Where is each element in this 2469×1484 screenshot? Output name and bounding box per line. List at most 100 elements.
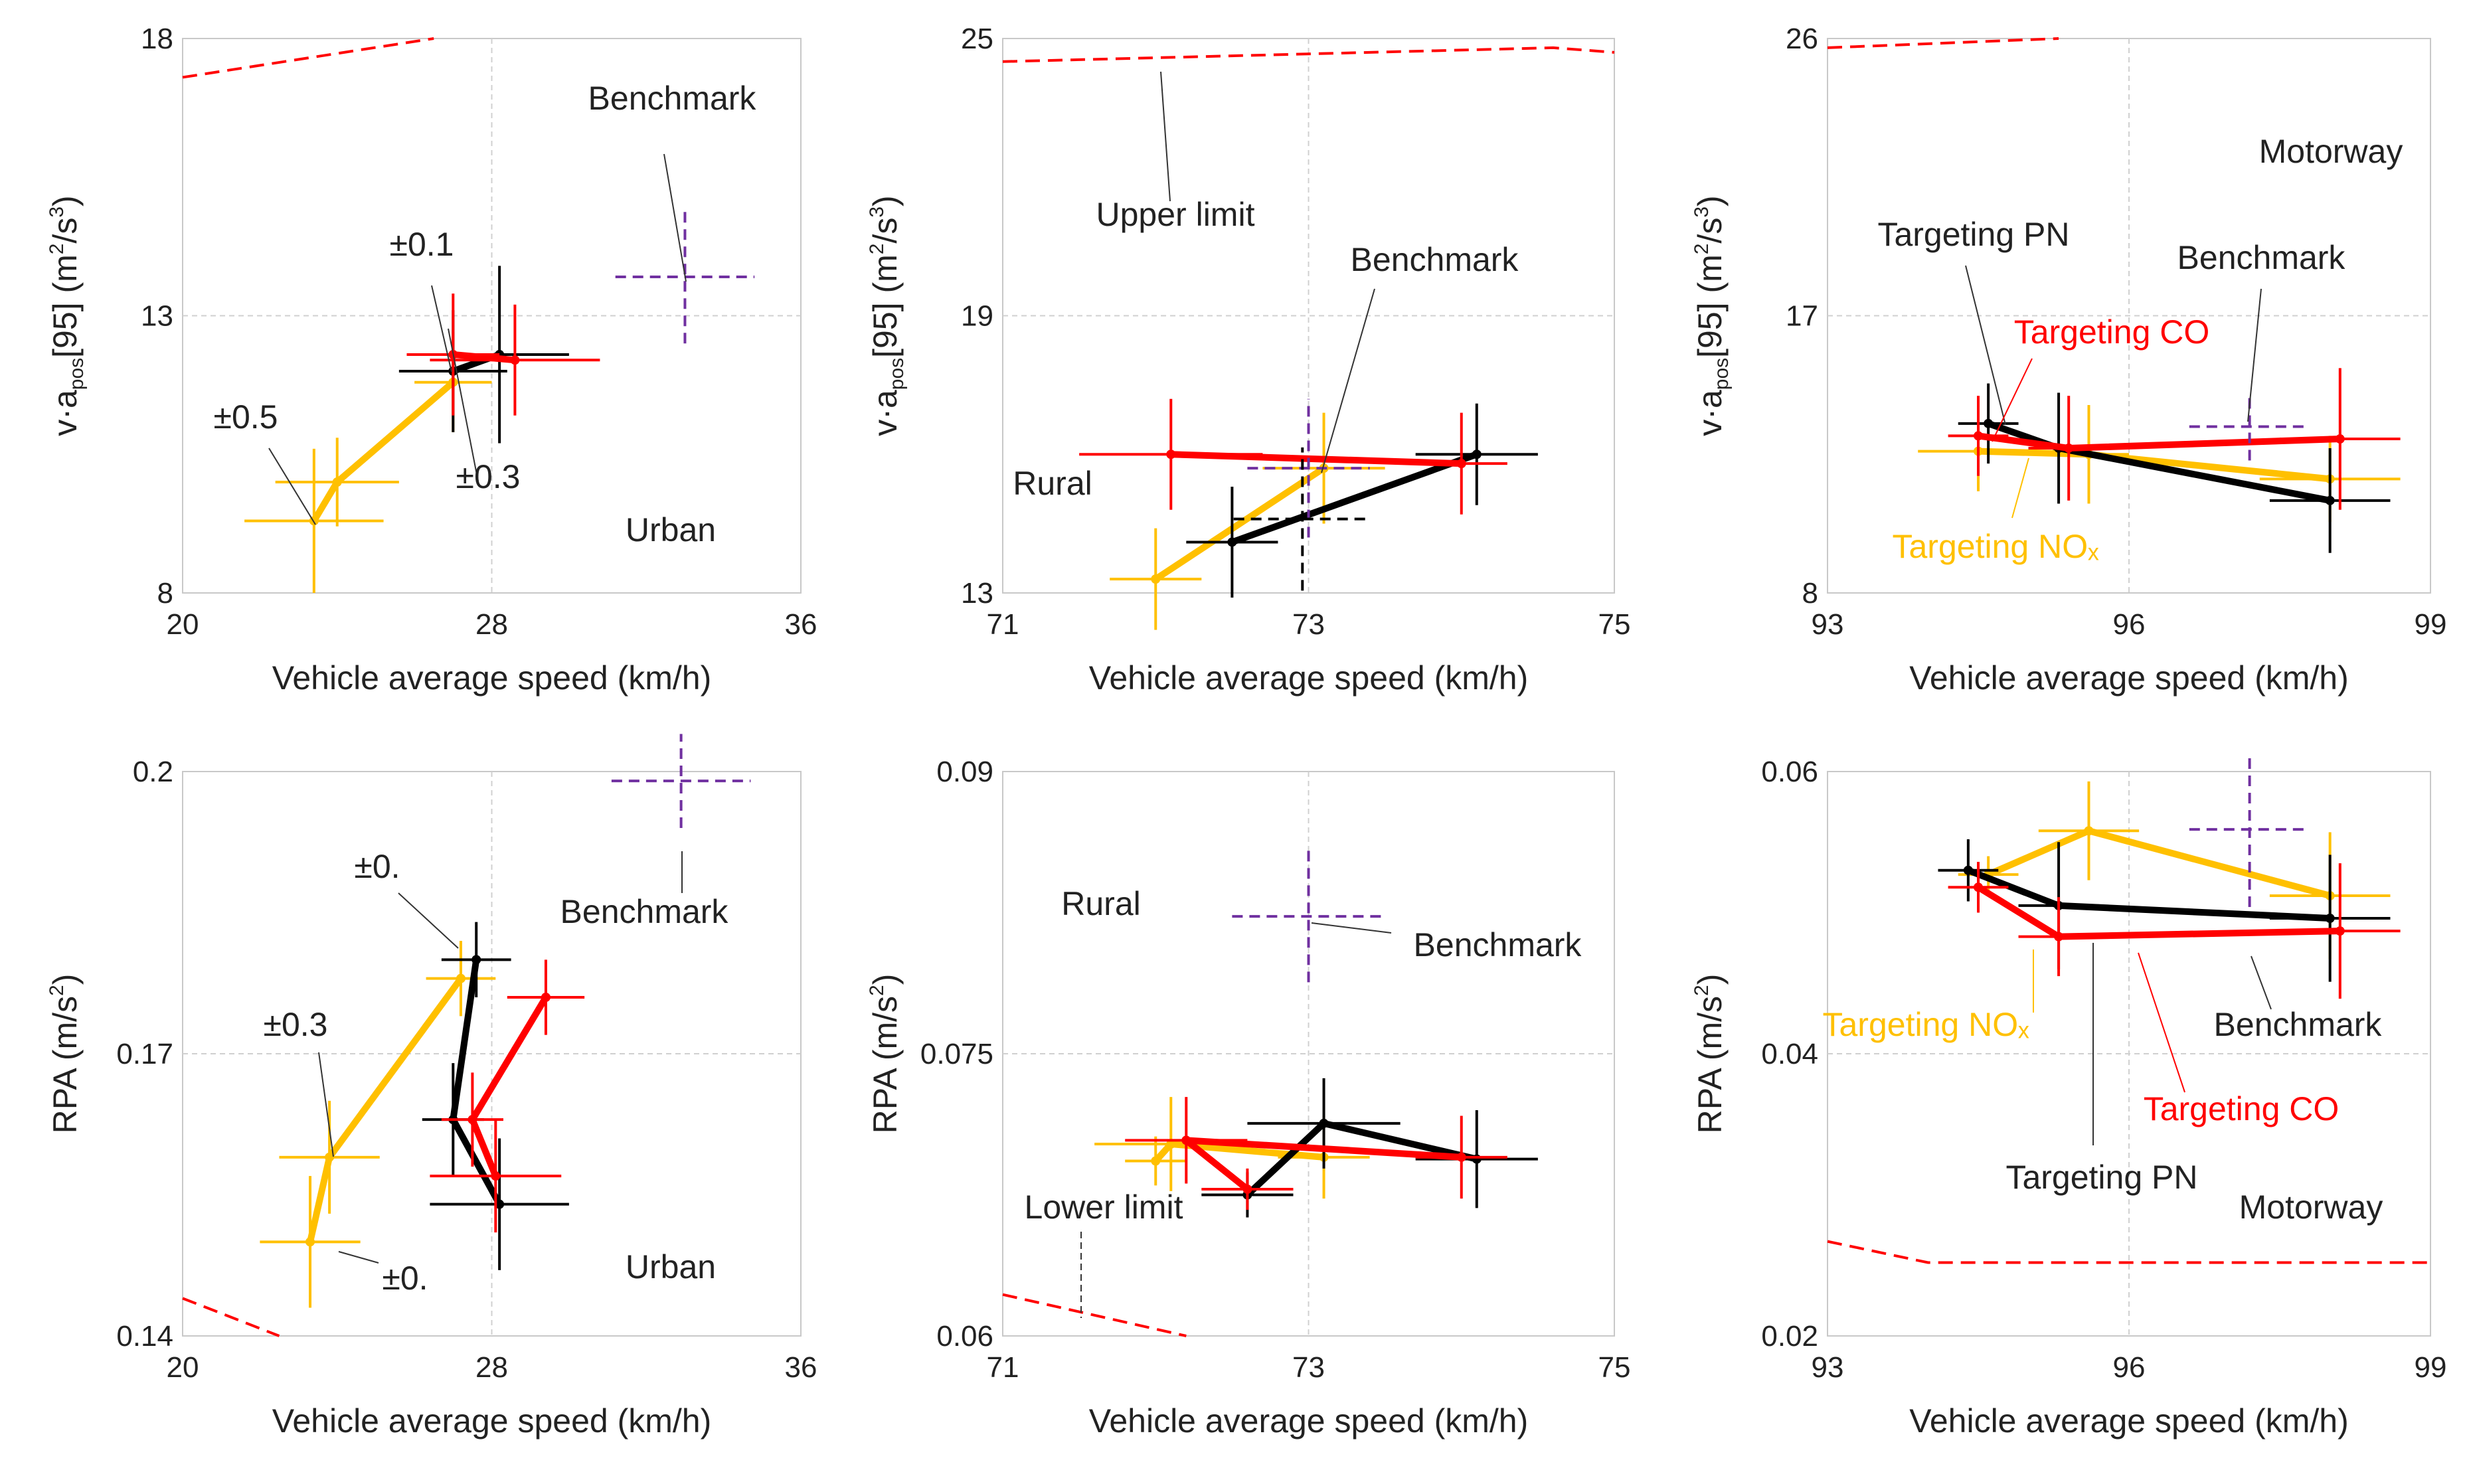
annotation-label: Targeting PN	[2005, 1159, 2197, 1196]
data-point	[1963, 865, 1973, 875]
y-tick-label: 0.04	[1761, 1038, 1818, 1070]
x-tick-label: 99	[2415, 1351, 2447, 1384]
annotation-leader	[431, 285, 452, 372]
annotation-label: Benchmark	[1351, 241, 1519, 278]
x-axis-label: Vehicle average speed (km/h)	[1909, 1402, 2348, 1440]
data-point	[541, 993, 551, 1002]
data-point	[2054, 932, 2064, 942]
y-axis-label: RPA (m/s2)	[1691, 974, 1729, 1134]
x-tick-label: 75	[1598, 1351, 1631, 1384]
series-line	[469, 995, 549, 1178]
annotation-leader	[318, 1052, 334, 1157]
y-tick-label: 13	[961, 577, 993, 610]
x-tick-label: 20	[167, 1351, 199, 1384]
series-line	[1987, 827, 2331, 899]
data-point	[510, 355, 520, 365]
y-tick-label: 0.17	[116, 1038, 173, 1070]
annotation-label: Targeting PN	[1877, 216, 2069, 253]
annotation-label: ±0.3	[264, 1006, 328, 1043]
limit-line	[182, 37, 434, 79]
limit-line	[1002, 46, 1615, 63]
data-point	[1166, 1139, 1176, 1149]
y-tick-label: 0.2	[133, 756, 173, 788]
panel-p4: 20 28 36 0.14 0.17 0.2 Vehicle average speed (…	[46, 734, 817, 1440]
data-point	[1166, 450, 1176, 459]
data-point	[332, 477, 342, 487]
annotation-label: Urban	[626, 511, 716, 548]
y-axis-label: RPA (m/s2)	[46, 974, 84, 1134]
x-tick-label: 20	[167, 608, 199, 641]
y-tick-label: 17	[1786, 300, 1818, 333]
x-axis-label: Vehicle average speed (km/h)	[1909, 659, 2348, 697]
series-line	[307, 976, 464, 1243]
series-benchmark	[1232, 851, 1385, 983]
annotation-label: Targeting CO	[2144, 1090, 2340, 1127]
data-point	[1227, 537, 1237, 547]
data-point	[2325, 914, 2335, 923]
panel-p6: 93 96 99 0.02 0.04 0.06 Vehicle average speed …	[1691, 752, 2446, 1440]
series-benchmark	[2189, 752, 2310, 907]
annotation-label: Lower limit	[1025, 1189, 1183, 1226]
annotation-leader	[1965, 265, 2006, 426]
data-point	[1456, 1152, 1466, 1162]
annotation-leader	[1311, 922, 1392, 934]
annotation-label: Upper limit	[1096, 196, 1255, 233]
y-axis-label: v·apos[95] (m2/s3)	[866, 195, 908, 436]
data-point	[1974, 431, 1983, 441]
annotation-leader	[448, 328, 479, 482]
data-point	[2335, 926, 2345, 936]
data-point	[468, 1115, 477, 1125]
series-benchmark	[1247, 398, 1370, 538]
series-targeting-pn	[1938, 839, 2391, 982]
y-tick-label: 8	[1802, 577, 1818, 610]
annotation-leader	[1321, 288, 1375, 473]
annotation-label: ±0.3	[456, 458, 521, 495]
annotation-label: ±0.5	[214, 398, 278, 436]
y-tick-label: 19	[961, 300, 993, 333]
series-targeting-co	[1125, 1097, 1507, 1210]
x-tick-label: 93	[1812, 1351, 1844, 1384]
annotation-label: ±0.	[354, 848, 400, 885]
annotation-label: Motorway	[2259, 133, 2403, 170]
series-targeting-co	[1079, 398, 1507, 515]
annotation-label: Benchmark	[1414, 926, 1582, 963]
y-tick-label: 8	[157, 577, 173, 610]
y-tick-label: 25	[961, 23, 993, 55]
series-targeting-co	[1948, 368, 2401, 510]
panel-p5: 71 73 75 0.06 0.075 0.09 Vehicle average speed…	[866, 756, 1630, 1440]
series-line	[1171, 451, 1462, 467]
series-benchmark	[611, 734, 751, 828]
y-tick-label: 26	[1786, 23, 1818, 55]
panel-p1: 20 28 36 8 13 18 Vehicle average speed (km/h) v…	[46, 23, 817, 697]
annotation-leader	[2011, 457, 2029, 519]
annotation-label: Benchmark	[2214, 1006, 2383, 1043]
limit-line	[1002, 1293, 1187, 1337]
x-tick-label: 73	[1292, 608, 1325, 641]
annotation-label: Benchmark	[560, 893, 729, 930]
annotation-label: Targeting NOₓ	[1823, 1006, 2030, 1043]
data-point	[456, 973, 466, 983]
data-point	[471, 955, 481, 965]
x-tick-label: 73	[1292, 1351, 1325, 1384]
x-tick-label: 93	[1812, 608, 1844, 641]
annotation-label: Rural	[1013, 465, 1092, 502]
annotation-label: Benchmark	[2177, 239, 2346, 276]
data-point	[495, 1199, 505, 1209]
annotation-leader	[1992, 358, 2033, 442]
panel-p3: 93 96 99 8 17 26 Vehicle average speed (km/h) v…	[1691, 23, 2446, 697]
x-axis-label: Vehicle average speed (km/h)	[272, 659, 711, 697]
data-point	[1151, 574, 1161, 584]
x-tick-label: 96	[2113, 608, 2146, 641]
annotation-leader	[268, 448, 316, 525]
x-tick-label: 36	[785, 608, 817, 641]
y-tick-label: 13	[141, 300, 173, 333]
y-tick-label: 0.02	[1761, 1320, 1818, 1353]
panel-p2: 71 73 75 13 19 25 Vehicle average speed (km/h)…	[866, 23, 1630, 697]
annotation-leader	[1160, 71, 1171, 202]
data-point	[1319, 1118, 1329, 1128]
annotation-leader	[2247, 288, 2262, 422]
annotation-label: Targeting CO	[2014, 313, 2210, 351]
annotation-label: Rural	[1061, 885, 1140, 922]
